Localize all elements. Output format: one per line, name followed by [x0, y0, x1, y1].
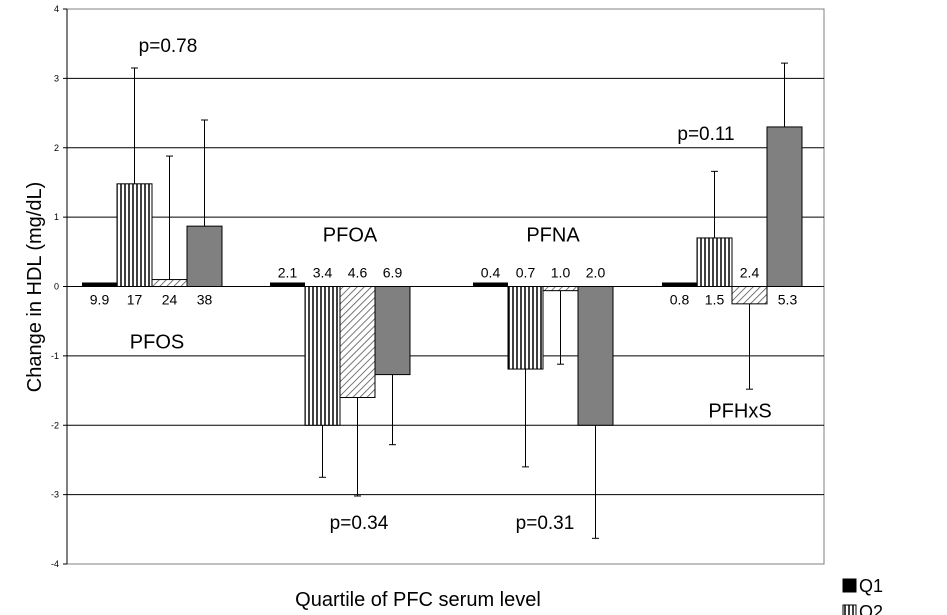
y-tick-label: 4 [54, 4, 59, 14]
quartile-label: 6.9 [383, 265, 403, 281]
y-tick-label: -4 [51, 559, 59, 569]
quartile-label: 0.4 [481, 265, 501, 281]
bar-pfos-q2 [116, 183, 153, 287]
bar-pfos-q1 [82, 282, 117, 287]
quartile-label: 0.7 [516, 265, 536, 281]
y-tick-label: -1 [51, 351, 59, 361]
y-tick-label: -3 [51, 490, 59, 500]
quartile-label: 1.0 [551, 265, 571, 281]
y-tick-label: 1 [54, 212, 59, 222]
legend-label-q2: Q2 [859, 602, 883, 615]
bar-pfna-q3 [542, 286, 579, 292]
p-value-pfoa: p=0.34 [330, 513, 389, 534]
quartile-label: 5.3 [778, 292, 798, 308]
quartile-label: 2.4 [740, 265, 760, 281]
bar-pfhxs-q3 [731, 286, 768, 305]
bar-pfna-q2 [507, 286, 544, 370]
quartile-label: 38 [197, 292, 213, 308]
y-tick-label: -2 [51, 420, 59, 430]
bar-pfhxs-q4 [766, 126, 803, 287]
bar-pfna-q4 [577, 286, 614, 426]
bar-pfoa-q4 [374, 286, 411, 376]
y-tick-label: 3 [54, 73, 59, 83]
bar-pfoa-q2 [304, 286, 341, 426]
quartile-label: 3.4 [313, 265, 333, 281]
quartile-label: 17 [127, 292, 143, 308]
y-tick-label: 2 [54, 143, 59, 153]
quartile-label: 24 [162, 292, 178, 308]
quartile-label: 4.6 [348, 265, 368, 281]
bar-pfhxs-q1 [662, 282, 697, 287]
p-value-pfhxs: p=0.11 [677, 124, 734, 145]
p-value-pfos: p=0.78 [139, 36, 198, 57]
p-value-pfna: p=0.31 [516, 513, 575, 534]
group-name-pfhxs: PFHxS [708, 401, 771, 423]
gridlines [63, 8, 825, 565]
bar-pfos-q4 [186, 225, 223, 288]
y-axis-label: Change in HDL (mg/dL) [24, 182, 46, 392]
bar-pfna-q1 [473, 282, 508, 287]
group-name-pfos: PFOS [130, 332, 184, 354]
quartile-label: 9.9 [90, 292, 110, 308]
group-name-pfna: PFNA [526, 225, 580, 247]
x-axis-label: Quartile of PFC serum level [295, 589, 541, 611]
chart-text: -4 -3 -2 -1 0 1 2 3 4 9.9 17 24 38 PFOS p=0.78 2.1 3.4 4.… [51, 4, 797, 569]
group-name-pfoa: PFOA [323, 225, 378, 247]
bars [82, 126, 803, 426]
legend-swatch-q2 [842, 604, 857, 615]
quartile-label: 2.1 [278, 265, 298, 281]
quartile-label: 0.8 [670, 292, 690, 308]
legend-label-q1: Q1 [859, 576, 883, 596]
quartile-label: 1.5 [705, 292, 725, 308]
legend-swatch-q1 [842, 578, 857, 593]
quartile-label: 2.0 [586, 265, 606, 281]
bar-pfos-q3 [151, 279, 188, 287]
bar-pfhxs-q2 [696, 237, 733, 287]
y-tick-label: 0 [54, 282, 59, 292]
bar-pfoa-q1 [270, 282, 305, 287]
bar-pfoa-q3 [339, 286, 376, 398]
error-bars [131, 62, 788, 539]
